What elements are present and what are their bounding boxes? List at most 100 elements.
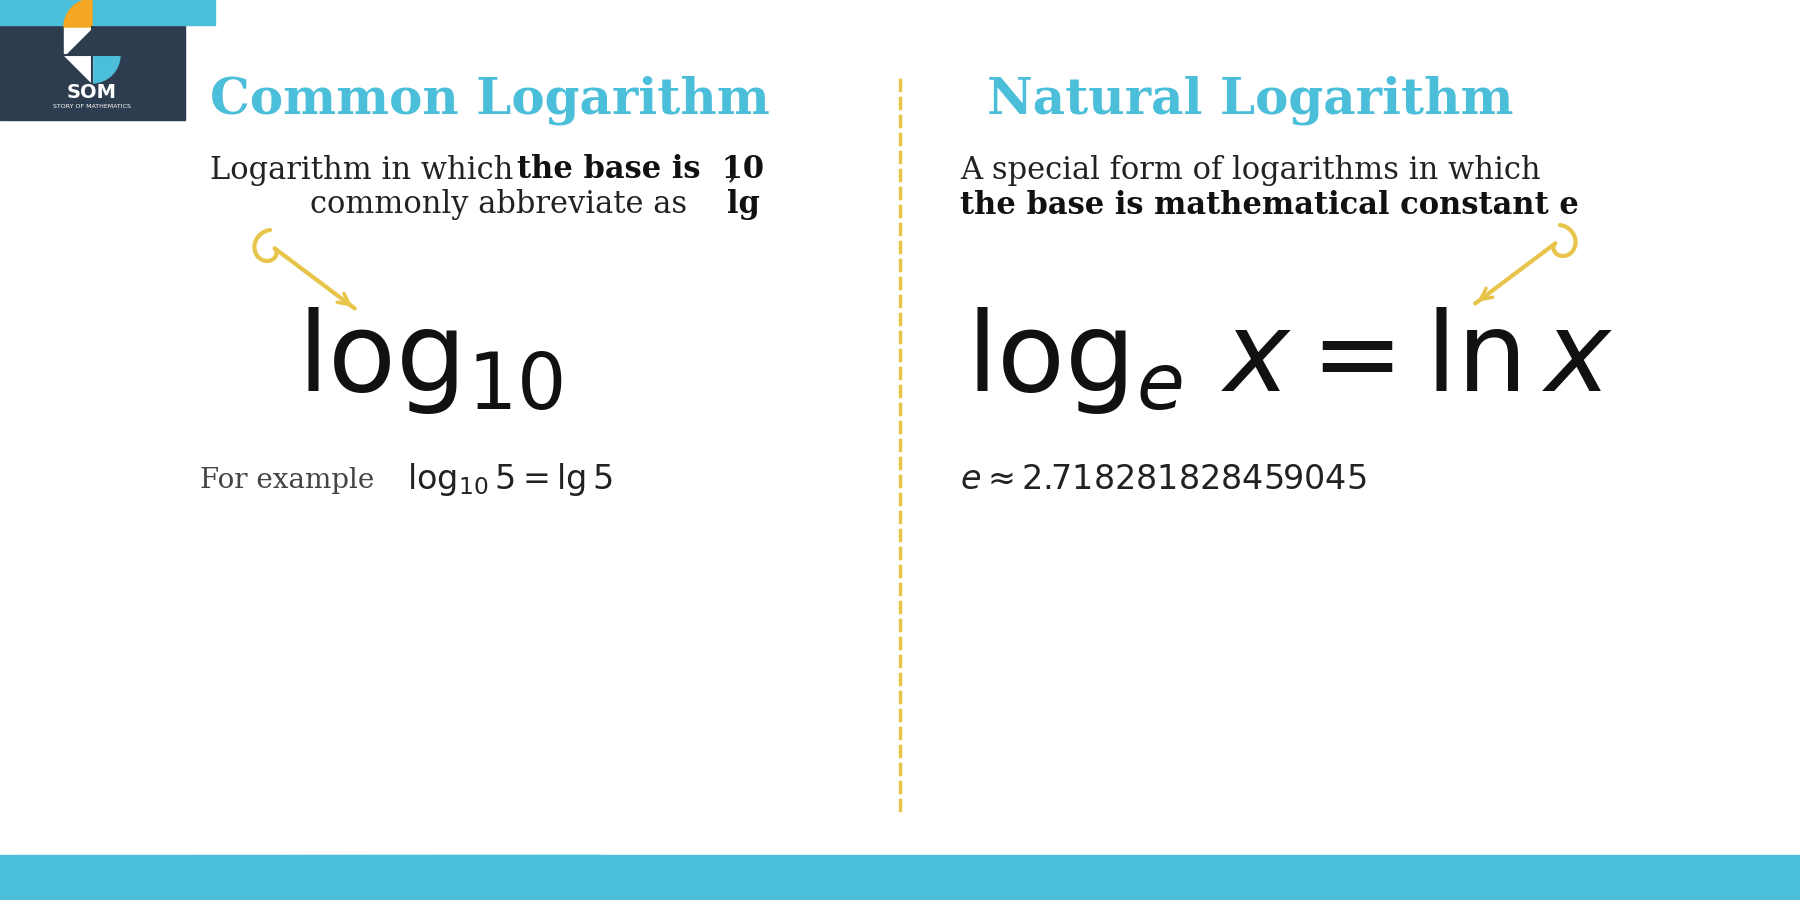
Bar (400, 855, 401, 900)
Text: commonly abbreviate as: commonly abbreviate as (310, 190, 697, 220)
Bar (25, 855, 29, 900)
Bar (67, 855, 68, 900)
Bar (527, 855, 529, 900)
Bar (535, 855, 536, 900)
Bar (520, 855, 522, 900)
Bar (155, 855, 157, 900)
Bar (54, 855, 56, 900)
Bar (355, 855, 356, 900)
Bar (198, 855, 200, 900)
Bar (283, 855, 284, 900)
Bar (378, 855, 380, 900)
Bar (274, 855, 275, 900)
Bar (76, 855, 77, 900)
Bar (389, 855, 391, 900)
Bar (223, 855, 227, 900)
Bar (31, 855, 32, 900)
Bar (401, 855, 403, 900)
Bar (374, 855, 376, 900)
Bar (0, 855, 1800, 900)
Bar (538, 855, 540, 900)
Bar (158, 855, 160, 900)
Bar (13, 855, 14, 900)
Bar (592, 855, 594, 900)
Text: Logarithm in which: Logarithm in which (211, 155, 524, 185)
Bar (32, 855, 34, 900)
Bar (211, 855, 212, 900)
Bar (446, 855, 448, 900)
Bar (59, 855, 61, 900)
Bar (176, 855, 178, 900)
Bar (144, 855, 146, 900)
Bar (83, 855, 85, 900)
Bar (137, 855, 139, 900)
Bar (302, 855, 304, 900)
Bar (428, 855, 430, 900)
Bar (61, 855, 65, 900)
Bar (493, 855, 497, 900)
Bar (508, 855, 509, 900)
Bar (572, 855, 574, 900)
Bar (470, 855, 472, 900)
Bar (293, 855, 295, 900)
Bar (77, 855, 79, 900)
Bar (515, 855, 517, 900)
Bar (540, 855, 542, 900)
Bar (191, 855, 193, 900)
Bar (281, 855, 283, 900)
Bar (202, 855, 203, 900)
Polygon shape (65, 55, 92, 83)
Bar (412, 855, 414, 900)
Bar (124, 855, 126, 900)
Bar (313, 855, 317, 900)
Bar (419, 855, 421, 900)
Bar (347, 855, 349, 900)
Bar (452, 855, 454, 900)
Text: Natural Logarithm: Natural Logarithm (986, 76, 1514, 125)
Bar (430, 855, 432, 900)
Bar (94, 855, 95, 900)
Bar (500, 855, 502, 900)
Bar (490, 855, 491, 900)
Bar (473, 855, 475, 900)
Bar (391, 855, 392, 900)
Bar (173, 855, 175, 900)
Bar (284, 855, 286, 900)
Bar (23, 855, 25, 900)
Bar (450, 855, 452, 900)
Bar (157, 855, 158, 900)
Bar (130, 855, 131, 900)
Bar (79, 855, 83, 900)
Bar (194, 855, 196, 900)
Bar (349, 855, 353, 900)
Bar (479, 855, 481, 900)
Bar (7, 855, 11, 900)
Bar (418, 855, 419, 900)
Bar (376, 855, 378, 900)
Bar (385, 855, 389, 900)
Text: For example: For example (200, 466, 374, 493)
Bar (590, 855, 592, 900)
Bar (193, 855, 194, 900)
Bar (167, 855, 169, 900)
Bar (578, 855, 580, 900)
Bar (335, 855, 337, 900)
Bar (322, 855, 324, 900)
Bar (238, 855, 239, 900)
Bar (110, 855, 112, 900)
Wedge shape (65, 0, 92, 27)
Bar (454, 855, 455, 900)
Bar (196, 855, 198, 900)
Bar (146, 855, 148, 900)
Bar (128, 855, 130, 900)
Bar (562, 855, 563, 900)
Bar (448, 855, 450, 900)
Bar (331, 855, 335, 900)
Bar (518, 855, 520, 900)
Bar (220, 855, 221, 900)
Bar (277, 855, 281, 900)
Bar (149, 855, 151, 900)
Bar (101, 855, 103, 900)
Bar (337, 855, 338, 900)
Bar (556, 855, 558, 900)
